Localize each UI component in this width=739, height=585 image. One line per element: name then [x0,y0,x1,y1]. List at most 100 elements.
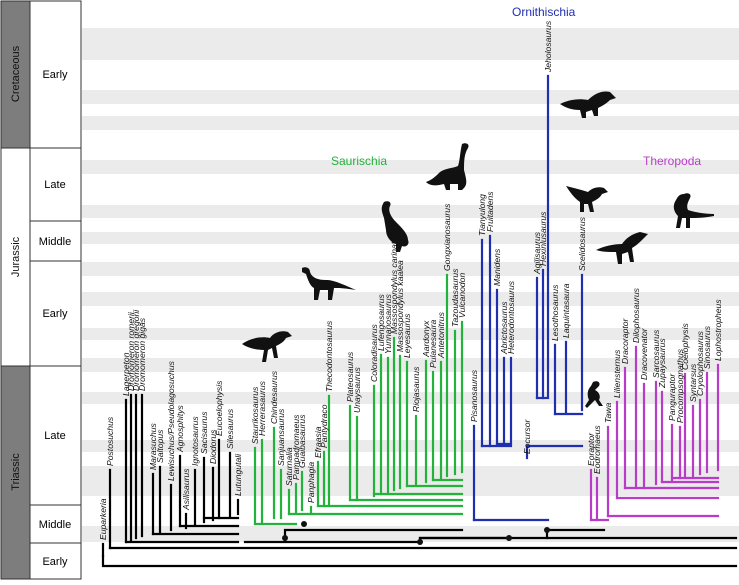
taxon-label: Laquintasaura [561,283,571,338]
coelophysoid-silhouette [673,193,714,228]
taxon-label: Fruitadens [485,191,495,232]
time-band [82,160,739,174]
sauropod-silhouette [426,143,469,190]
taxon-label: Saltopus [155,429,165,463]
taxon-label: Diodorus [208,429,218,464]
epoch-label-jurassic-late: Late [44,179,65,191]
taxon-label: Zupaysaurus [657,338,667,389]
taxon-label: Cryolophosaurus [695,330,705,396]
time-band [82,440,739,452]
taxon-label: Herrerasaurus [257,380,267,436]
period-label-cretaceous: Cretaceous [10,45,22,102]
time-band [82,328,739,340]
group-label-ornithischia: Ornithischia [512,5,576,19]
taxon-label: Chindesaurus [269,370,279,424]
triassic-period-cell [0,365,31,580]
outgroup-base-connector [101,554,738,568]
dinosaur-silhouettes [242,91,714,408]
taxon-label: Eoraptor [586,432,596,466]
time-band [82,262,739,276]
time-band [82,358,739,372]
ornithischian-silhouette [560,91,616,118]
epoch-label-triassic-late: Late [44,430,65,442]
time-band [82,292,739,306]
epoch-label-triassic-middle: Middle [39,519,71,531]
clade-node [544,527,550,533]
group-label-saurischia: Saurischia [331,154,387,168]
taxon-label: Pulanesaura [428,320,438,368]
tree-nodes [282,521,550,545]
taxon-label: Massospondylus kaalea [395,260,405,352]
taxon-label: Lutungutali [233,453,243,496]
taxon-label: Yunnanosaurus [383,293,393,354]
taxon-label: Eodromaeus [592,425,602,474]
taxon-label: Unaysaurus [352,366,362,413]
taxon-label: Dromomeron romerii [126,311,136,391]
taxon-label: Dracoraptor [620,317,630,364]
taxon-label: Agilisaurus [532,231,542,275]
taxon-label: Sinosaurus [702,325,712,369]
taxon-label: Dromomeron gregorii [131,309,141,391]
taxon-label: Staurikosaurus [250,386,260,444]
taxon-label: Thecodontosaurus [324,320,334,392]
taxon-label: Postosuchus [105,416,115,466]
taxon-label: Sacisaurus [199,411,209,454]
clade-node [301,521,307,527]
taxon-label: Saturnalia [284,447,294,486]
taxon-label: Dracovenator [639,327,649,380]
taxon-label: Abrictosaurus [499,301,509,355]
taxon-label: Tawa [603,403,613,423]
taxon-label: Panphagia [306,462,316,503]
taxon-label: Antetonitrus [436,311,446,359]
clade-node [506,535,512,541]
taxon-label: Massospondylus carinatus [389,232,399,334]
time-band [82,116,739,130]
taxon-label: Procompsognathus [675,348,685,423]
sauropodomorph-silhouette [302,267,356,300]
taxon-label: Hexinlusaurus [538,211,548,266]
time-band [82,392,739,404]
taxon-label: Silesaurus [225,408,235,449]
time-bands [82,28,739,542]
dilophosaur-silhouette [596,232,648,264]
epoch-label-cretaceous-early: Early [42,69,68,81]
taxon-label: Lagerpeton [121,352,131,396]
taxon-label: Aardonyx [421,320,431,358]
taxon-labels: EuparkeriaPostosuchusLagerpetonDromomero… [98,20,723,540]
taxon-label: Plateosaurus [345,351,355,402]
taxon-label: Pisanosaurus [469,369,479,422]
time-band [82,28,739,60]
taxon-label: Agnosphitys [175,404,185,453]
taxon-label: Liliensternus [612,349,622,398]
taxon-label: Vulcanodon [457,273,467,318]
taxon-label: Lesothosaurus [550,284,560,341]
period-label-jurassic: Jurassic [10,236,22,277]
tree-branches [101,74,738,568]
small-theropod-silhouette [566,186,608,212]
epoch-label-jurassic-early: Early [42,308,68,320]
taxon-label: Euparkeria [98,498,108,540]
taxon-label: Sanjuansaurus [276,408,286,466]
taxon-label: Dilophosaurus [631,287,641,343]
taxon-label: Dromomeron gigas [137,317,147,391]
taxon-label: Lewisuchus/Pseudolagosuchus [166,360,176,481]
taxon-label: Manidens [492,248,502,286]
taxon-label: Lufengosaurus [376,293,386,351]
time-band [82,232,739,244]
taxon-label: Lophostropheus [713,299,723,361]
time-band [82,205,739,218]
taxon-label: Riojasaurus [411,366,421,412]
taxon-label: Scelidosaurus [577,216,587,271]
cretaceous-period-cell [0,0,31,149]
time-band [82,466,739,496]
taxon-label: Coelophysis [680,322,690,370]
clade-node [282,535,288,541]
taxon-label: Gongxianosaurus [442,203,452,271]
taxon-label: Leyesaurus [402,313,412,358]
taxon-label: Tazoudasaurus [450,268,460,327]
taxon-label: Eucoelophysis [214,380,224,436]
taxon-label: Tianyulong [477,194,487,236]
taxon-label: Pampadromaeus [291,414,301,480]
